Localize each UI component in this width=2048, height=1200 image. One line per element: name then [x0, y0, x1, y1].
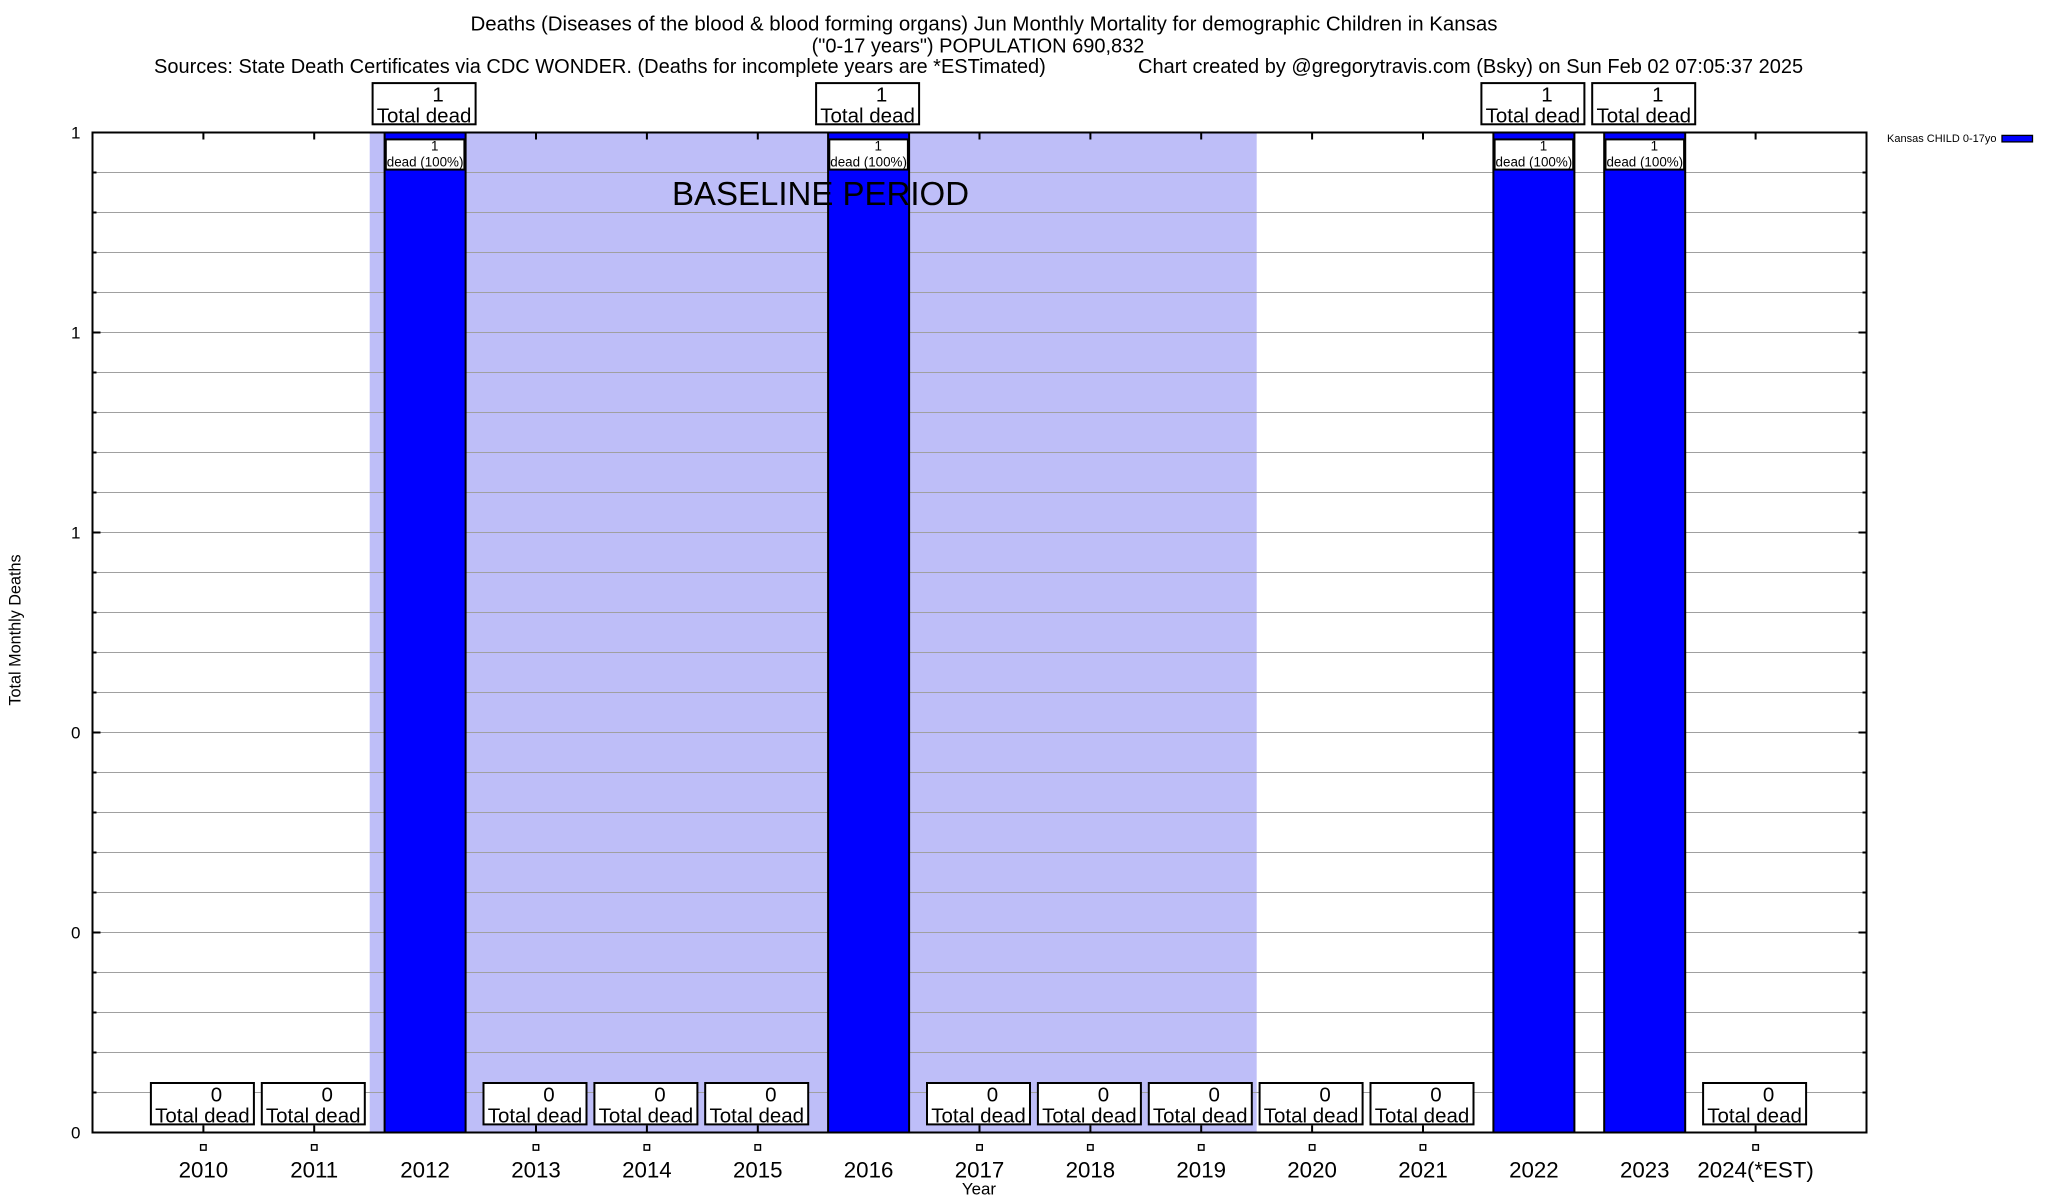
svg-text:Total dead: Total dead [488, 1104, 583, 1127]
svg-text:Total dead: Total dead [1042, 1104, 1137, 1127]
svg-text:1: 1 [1541, 83, 1552, 106]
svg-text:Deaths (Diseases of the blood: Deaths (Diseases of the blood & blood fo… [471, 13, 1498, 36]
svg-text:0: 0 [1430, 1083, 1441, 1106]
svg-text:1: 1 [1540, 139, 1547, 154]
svg-text:2010: 2010 [179, 1158, 229, 1183]
svg-text:1: 1 [71, 524, 80, 543]
svg-text:2014: 2014 [622, 1158, 672, 1183]
svg-text:2022: 2022 [1509, 1158, 1559, 1183]
svg-text:0: 0 [1319, 1083, 1330, 1106]
svg-text:2024(*EST): 2024(*EST) [1697, 1158, 1814, 1183]
svg-text:1: 1 [431, 139, 438, 154]
svg-text:Total dead: Total dead [1707, 1104, 1802, 1127]
svg-text:Total dead: Total dead [931, 1104, 1026, 1127]
svg-text:0: 0 [765, 1083, 776, 1106]
svg-text:0: 0 [1763, 1083, 1774, 1106]
svg-text:Total dead: Total dead [820, 104, 915, 127]
svg-text:1: 1 [1651, 139, 1658, 154]
svg-text:Sources: State Death Certifica: Sources: State Death Certificates via CD… [154, 56, 1046, 78]
svg-text:2012: 2012 [400, 1158, 450, 1183]
svg-text:0: 0 [71, 924, 80, 943]
svg-text:2019: 2019 [1176, 1158, 1226, 1183]
svg-text:Total dead: Total dead [377, 104, 472, 127]
svg-text:Total Monthly Deaths: Total Monthly Deaths [7, 554, 25, 705]
svg-text:0: 0 [654, 1083, 665, 1106]
svg-text:2016: 2016 [844, 1158, 894, 1183]
svg-text:Total dead: Total dead [1153, 1104, 1248, 1127]
svg-text:dead (100%): dead (100%) [830, 155, 907, 170]
svg-text:0: 0 [1208, 1083, 1219, 1106]
svg-text:1: 1 [432, 83, 443, 106]
svg-text:1: 1 [1652, 83, 1663, 106]
svg-text:Year: Year [962, 1180, 997, 1199]
svg-text:0: 0 [211, 1083, 222, 1106]
svg-text:0: 0 [1098, 1083, 1109, 1106]
svg-text:1: 1 [874, 139, 881, 154]
svg-text:0: 0 [987, 1083, 998, 1106]
svg-text:2023: 2023 [1620, 1158, 1670, 1183]
svg-text:Total dead: Total dead [1596, 104, 1691, 127]
svg-text:Total dead: Total dead [266, 1104, 361, 1127]
svg-text:2015: 2015 [733, 1158, 783, 1183]
svg-text:1: 1 [71, 124, 80, 143]
svg-text:Total dead: Total dead [599, 1104, 694, 1127]
svg-text:0: 0 [543, 1083, 554, 1106]
svg-text:Total dead: Total dead [1375, 1104, 1470, 1127]
svg-text:Total dead: Total dead [1264, 1104, 1359, 1127]
svg-text:1: 1 [71, 324, 80, 343]
svg-text:Total dead: Total dead [155, 1104, 250, 1127]
svg-text:("0-17 years") POPULATION 690,: ("0-17 years") POPULATION 690,832 [812, 35, 1145, 57]
svg-text:dead (100%): dead (100%) [387, 155, 464, 170]
svg-text:2018: 2018 [1066, 1158, 1116, 1183]
svg-text:BASELINE PERIOD: BASELINE PERIOD [672, 175, 969, 212]
svg-text:0: 0 [71, 1124, 80, 1143]
svg-text:1: 1 [876, 83, 887, 106]
svg-text:Chart created by @gregorytravi: Chart created by @gregorytravis.com (Bsk… [1138, 56, 1803, 78]
svg-text:2013: 2013 [511, 1158, 561, 1183]
svg-text:2020: 2020 [1287, 1158, 1337, 1183]
svg-text:0: 0 [71, 724, 80, 743]
svg-text:2011: 2011 [290, 1158, 338, 1183]
svg-text:Total dead: Total dead [1486, 104, 1581, 127]
svg-text:dead (100%): dead (100%) [1606, 155, 1683, 170]
svg-text:Kansas CHILD 0-17yo: Kansas CHILD 0-17yo [1887, 133, 1996, 145]
svg-text:2017: 2017 [955, 1158, 1005, 1183]
svg-text:2021: 2021 [1398, 1158, 1448, 1183]
svg-text:Total dead: Total dead [709, 1104, 804, 1127]
svg-text:0: 0 [321, 1083, 332, 1106]
svg-text:dead (100%): dead (100%) [1496, 155, 1573, 170]
